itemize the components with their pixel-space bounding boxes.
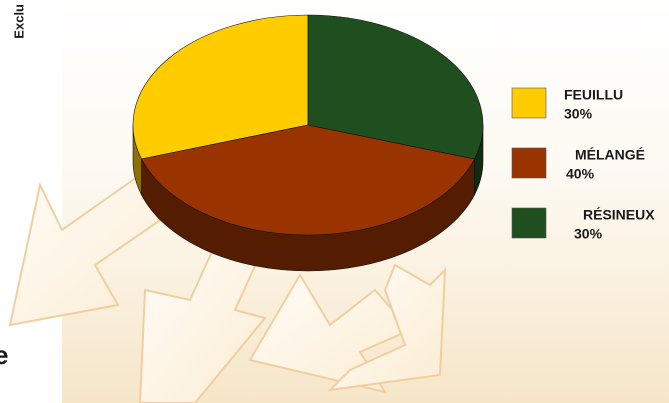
legend-label: RÉSINEUX: [583, 207, 655, 223]
slice-top: [132, 14, 309, 160]
slice: [141, 124, 475, 272]
arrow: [8, 173, 177, 327]
legend-value: 30%: [564, 106, 593, 122]
legend-value: 40%: [566, 166, 595, 182]
cropped-text: e: [0, 340, 8, 370]
legend-swatch: [511, 87, 547, 119]
legend-value: 30%: [574, 226, 603, 242]
legend-swatch: [511, 147, 547, 179]
slice-top: [307, 14, 484, 160]
arrow: [248, 273, 412, 394]
legend-label: MÉLANGÉ: [575, 147, 645, 163]
decor-arrows: [8, 173, 447, 403]
arrow: [138, 243, 267, 403]
slice: [132, 14, 309, 196]
legend-swatch: [511, 207, 547, 239]
slice-top: [141, 124, 475, 236]
arrow: [327, 263, 447, 392]
side-label: Exclu: [11, 4, 26, 39]
legend-label: FEUILLU: [564, 87, 623, 103]
left-band: [0, 0, 62, 403]
slice: [307, 14, 484, 196]
